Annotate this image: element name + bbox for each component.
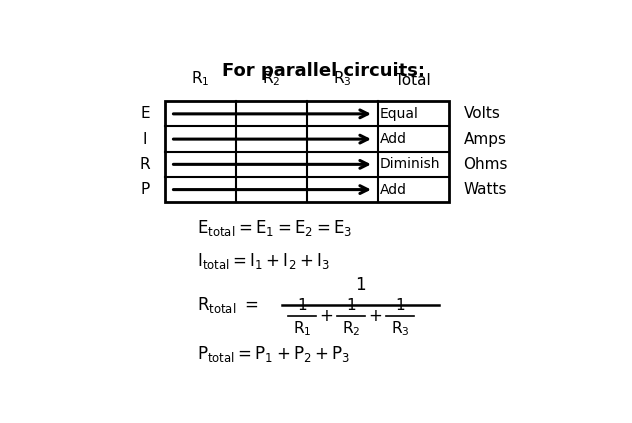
Text: 1: 1	[346, 298, 356, 313]
Text: R$_1$: R$_1$	[191, 69, 209, 88]
Text: Equal: Equal	[380, 107, 418, 121]
Text: Add: Add	[380, 183, 407, 197]
Text: E: E	[140, 106, 150, 121]
Text: Total: Total	[396, 73, 431, 88]
Text: 1: 1	[395, 298, 404, 313]
Text: R$_3$: R$_3$	[333, 69, 351, 88]
Text: Volts: Volts	[463, 106, 501, 121]
Text: Diminish: Diminish	[380, 157, 441, 171]
Text: +: +	[368, 307, 382, 325]
Text: $\mathregular{R_2}$: $\mathregular{R_2}$	[342, 319, 360, 338]
Text: 1: 1	[355, 276, 366, 294]
Text: Watts: Watts	[463, 182, 507, 197]
Text: Add: Add	[380, 132, 407, 146]
Text: $\mathregular{I_{total} = I_1 + I_2 + I_3}$: $\mathregular{I_{total} = I_1 + I_2 + I_…	[197, 251, 329, 271]
Text: P: P	[140, 182, 150, 197]
Text: Ohms: Ohms	[463, 157, 508, 172]
Text: $\mathregular{R_1}$: $\mathregular{R_1}$	[293, 319, 311, 338]
Text: +: +	[319, 307, 333, 325]
Text: $\mathregular{P_{total} = P_1 + P_2 + P_3}$: $\mathregular{P_{total} = P_1 + P_2 + P_…	[197, 343, 350, 364]
Text: 1: 1	[297, 298, 307, 313]
Bar	[165, 101, 449, 202]
Text: $\mathregular{E_{total} = E_1 = E_2 = E_3}$: $\mathregular{E_{total} = E_1 = E_2 = E_…	[197, 218, 352, 238]
Text: For parallel circuits:: For parallel circuits:	[222, 62, 425, 80]
Text: $\mathregular{R_{total}}$ $=$: $\mathregular{R_{total}}$ $=$	[197, 295, 258, 315]
Text: $\mathregular{R_3}$: $\mathregular{R_3}$	[391, 319, 409, 338]
Text: Amps: Amps	[463, 132, 506, 147]
Text: R: R	[140, 157, 150, 172]
Text: I: I	[143, 132, 147, 147]
Text: R$_2$: R$_2$	[262, 69, 281, 88]
